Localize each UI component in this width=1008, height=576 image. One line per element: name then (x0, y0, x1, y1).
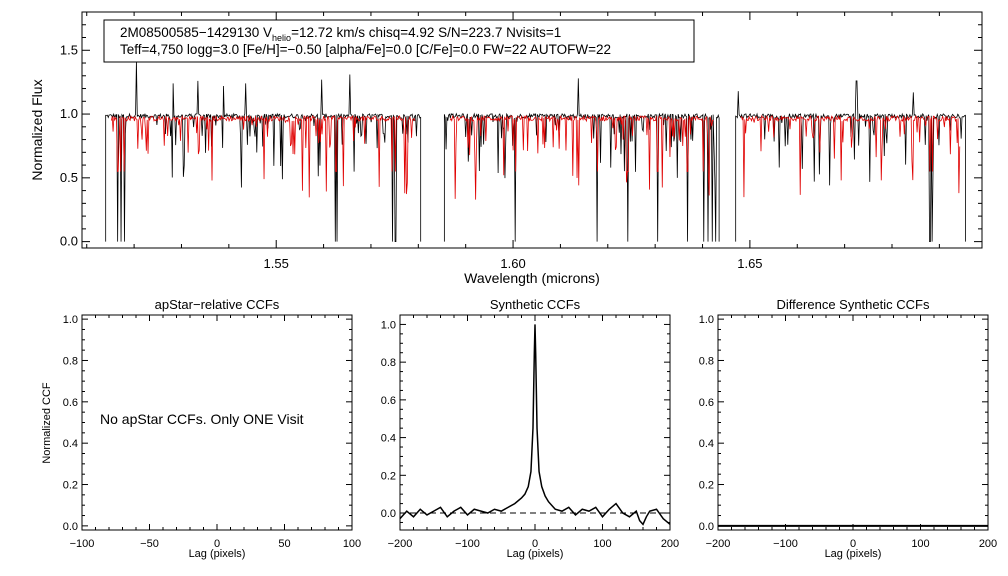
apstar-ccf-panel: −100 −50 0 50 100 0.0 0.2 0.4 0.6 0.8 1.0 apStar−r… (41, 297, 361, 560)
y-tick-label: 1.0 (699, 314, 714, 326)
info-v-subscript: helio (272, 33, 291, 43)
x-tick-label: 1.55 (264, 256, 289, 271)
y-tick-label: 0.0 (699, 521, 714, 533)
spectrum-y-axis-title: Normalized Flux (29, 79, 45, 180)
x-tick-label: 0 (214, 538, 220, 550)
spectrum-lines (105, 60, 966, 243)
y-tick-label: 0.4 (381, 433, 396, 445)
x-tick-label: 200 (661, 538, 679, 550)
y-tick-label: 0.0 (63, 521, 78, 533)
apstar-ccf-axis-ticks: −100 −50 0 50 100 0.0 0.2 0.4 0.6 0.8 1.0 (63, 314, 361, 550)
synthetic-ccf-panel: −200 −100 0 100 200 0.0 0.2 0.4 0.6 0.8 1.0 Synthe… (381, 297, 679, 560)
spectrum-x-axis-title: Wavelength (microns) (464, 270, 600, 286)
model-spectrum-chip-1 (110, 114, 416, 198)
x-tick-label: −200 (388, 538, 413, 550)
x-tick-label: 200 (979, 538, 997, 550)
y-tick-label: 0.2 (699, 480, 714, 492)
y-tick-label: 0.8 (699, 355, 714, 367)
y-tick-label: 0.8 (63, 355, 78, 367)
x-tick-label: −50 (140, 538, 159, 550)
spectrum-panel: 1.55 1.60 1.65 0.0 0.5 1.0 1.5 Wavelength (mic… (29, 11, 983, 286)
y-tick-label: 1.5 (60, 42, 78, 57)
synthetic-ccf-title: Synthetic CCFs (490, 297, 581, 312)
x-tick-label: 100 (343, 538, 361, 550)
apstar-ccf-y-axis-title: Normalized CCF (41, 382, 53, 464)
apstar-ccf-title: apStar−relative CCFs (155, 297, 280, 312)
x-tick-label: 100 (911, 538, 929, 550)
spectrum-info-frame (103, 19, 695, 63)
x-tick-label: 1.60 (500, 256, 525, 271)
y-tick-label: 0.6 (699, 397, 714, 409)
observed-spectrum-chip-3 (735, 80, 966, 243)
x-tick-label: 50 (278, 538, 290, 550)
y-tick-label: 0.5 (60, 170, 78, 185)
x-tick-label: −100 (455, 538, 480, 550)
y-tick-label: 0.2 (63, 480, 78, 492)
spectrum-axis-ticks: 1.55 1.60 1.65 0.0 0.5 1.0 1.5 (60, 11, 982, 271)
spectrum-info-box: 2M08500585−1429130 Vhelio=12.72 km/s chi… (103, 19, 695, 63)
synthetic-ccf-axis-ticks: −200 −100 0 100 200 0.0 0.2 0.4 0.6 0.8 1.0 (381, 314, 679, 550)
y-tick-label: 0.4 (63, 438, 78, 450)
y-tick-label: 0.4 (699, 438, 714, 450)
synthetic-ccf-lines (399, 324, 671, 526)
x-tick-label: 100 (593, 538, 611, 550)
y-tick-label: 0.8 (381, 357, 396, 369)
info-velocity-stats: =12.72 km/s chisq=4.92 S/N=223.7 Nvisits… (291, 25, 561, 40)
x-tick-label: −100 (70, 538, 95, 550)
info-v-symbol: V (263, 25, 272, 40)
y-tick-label: 1.0 (381, 319, 396, 331)
info-line-2: Teff=4,750 logg=3.0 [Fe/H]=−0.50 [alpha/… (120, 42, 611, 57)
model-spectrum-chip-3 (740, 114, 961, 198)
spectrum-plot-frame (81, 11, 983, 249)
y-tick-label: 1.0 (60, 106, 78, 121)
y-tick-label: 0.6 (63, 397, 78, 409)
difference-ccf-axis-ticks: −200 −100 0 100 200 0.0 0.2 0.4 0.6 0.8 1.0 (699, 314, 997, 550)
apstar-ccf-annotation: No apStar CCFs. Only ONE Visit (100, 411, 304, 427)
difference-ccf-panel: −200 −100 0 100 200 0.0 0.2 0.4 0.6 0.8 1.0 Differ… (699, 297, 997, 560)
difference-ccf-plot-frame (717, 314, 989, 531)
difference-ccf-title: Difference Synthetic CCFs (777, 297, 930, 312)
difference-ccf-x-axis-title: Lag (pixels) (825, 548, 882, 560)
model-spectrum-chip-2 (449, 114, 714, 200)
y-tick-label: 1.0 (63, 314, 78, 326)
x-tick-label: −100 (773, 538, 798, 550)
synthetic-ccf-x-axis-title: Lag (pixels) (507, 548, 564, 560)
y-tick-label: 0.0 (381, 508, 396, 520)
synthetic-ccf-curve (399, 324, 671, 526)
info-line-1: 2M08500585−1429130 Vhelio=12.72 km/s chi… (120, 25, 561, 43)
observed-spectrum-chip-2 (443, 78, 720, 242)
y-tick-label: 0.0 (60, 234, 78, 249)
x-tick-label: 0 (532, 538, 538, 550)
observed-spectrum-chip-1 (105, 60, 422, 243)
info-star-id: 2M08500585−1429130 (120, 25, 259, 40)
apstar-ccf-x-axis-title: Lag (pixels) (189, 548, 246, 560)
x-tick-label: 0 (850, 538, 856, 550)
y-tick-label: 0.6 (381, 395, 396, 407)
x-tick-label: −200 (706, 538, 731, 550)
y-tick-label: 0.2 (381, 470, 396, 482)
x-tick-label: 1.65 (737, 256, 762, 271)
